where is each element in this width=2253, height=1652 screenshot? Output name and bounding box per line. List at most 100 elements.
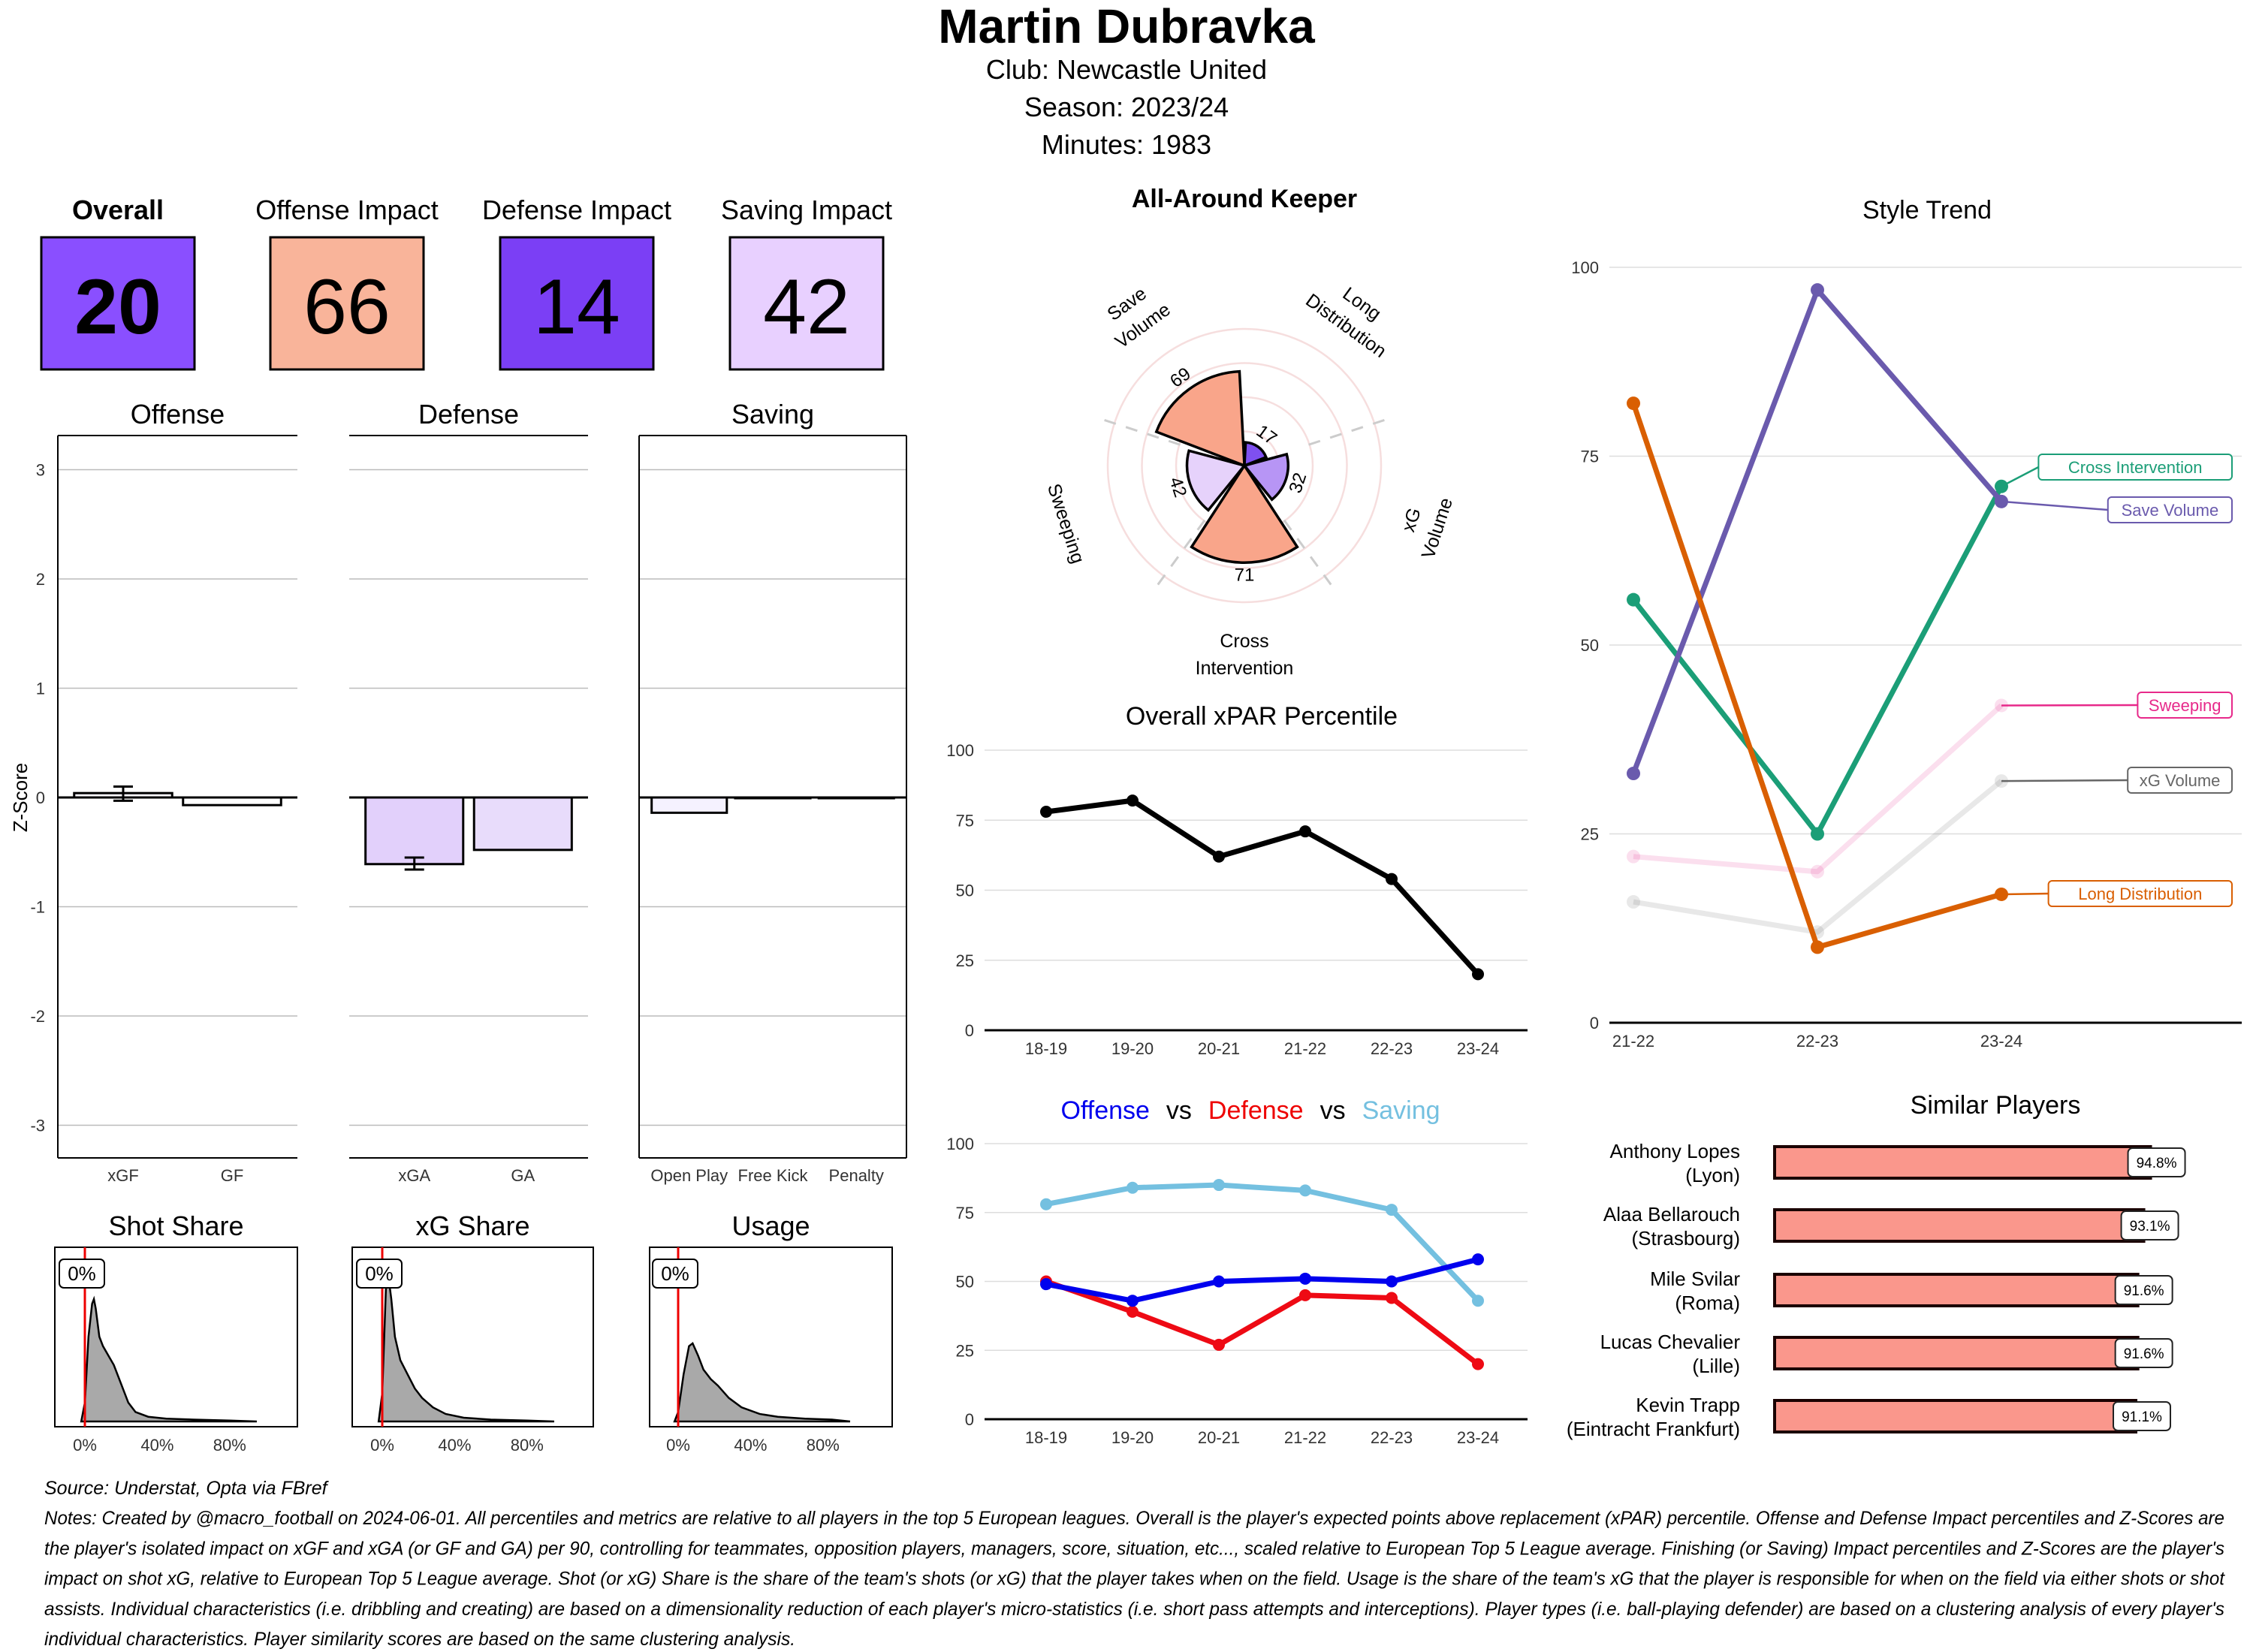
season-line: Season: 2023/24 <box>1024 92 1229 122</box>
zscore-bar-free-kick <box>734 796 812 800</box>
radar-category-label: LongDistribution <box>1301 268 1406 362</box>
card-value: 14 <box>533 264 620 351</box>
y-tick-label: 100 <box>946 1135 974 1153</box>
x-tick-label: 23-24 <box>1980 1032 2022 1051</box>
density-area <box>673 1341 851 1423</box>
x-tick-label: 21-22 <box>1612 1032 1654 1051</box>
similar-player-club: (Lille) <box>1692 1355 1740 1377</box>
notes-line: individual characteristics. Player simil… <box>44 1629 795 1650</box>
x-tick-label: GF <box>221 1166 244 1185</box>
chart-title: Overall xPAR Percentile <box>1126 702 1398 731</box>
y-tick-label: 2 <box>36 570 45 589</box>
x-tick-label: 80% <box>511 1436 544 1455</box>
data-point <box>1627 396 1640 411</box>
x-tick-label: 22-23 <box>1796 1032 1838 1051</box>
x-tick-label: 21-22 <box>1284 1428 1326 1447</box>
data-point <box>1126 1305 1139 1318</box>
series-label-box <box>2127 767 2233 794</box>
series-label-box <box>2037 454 2233 481</box>
similarity-value: 91.6% <box>2124 1346 2164 1362</box>
data-point <box>1213 1275 1225 1288</box>
series-label: Sweeping <box>2149 696 2221 715</box>
series-label: Cross Intervention <box>2068 458 2203 477</box>
x-tick-label: 18-19 <box>1025 1428 1067 1447</box>
x-tick-label: 19-20 <box>1111 1428 1154 1447</box>
y-tick-label: 25 <box>956 1341 974 1360</box>
card-value: 42 <box>763 264 850 351</box>
player-value-badge <box>59 1259 105 1289</box>
similar-player-club: (Lyon) <box>1685 1164 1740 1186</box>
data-point <box>1299 825 1311 838</box>
data-point <box>1386 1292 1398 1304</box>
similarity-badge <box>2113 1401 2172 1431</box>
series-line-offense <box>1045 1256 1479 1304</box>
series-label: xG Volume <box>2140 771 2221 790</box>
similarity-value: 91.6% <box>2124 1283 2164 1299</box>
x-tick-label: 20-21 <box>1198 1039 1240 1058</box>
page-title: Martin Dubravka <box>938 0 1315 53</box>
similar-player-club: (Eintracht Frankfurt) <box>1567 1418 1740 1440</box>
card-box <box>499 236 655 371</box>
zscore-bar-ga <box>472 796 573 852</box>
y-tick-label: 75 <box>956 811 974 830</box>
x-tick-label: 19-20 <box>1111 1039 1154 1058</box>
series-line-defense <box>1045 1279 1480 1367</box>
series-line-xg-volume <box>1633 779 2004 935</box>
x-tick-label: 40% <box>140 1436 173 1455</box>
share-density-charts: Shot Share 0% 0% 40% 80% xG Share 0% 0% 40% 80% Us… <box>54 1210 893 1455</box>
notes: Notes: Created by @macro_football on 202… <box>44 1508 2225 1650</box>
card-label: Defense Impact <box>482 194 671 225</box>
x-tick-label: 0% <box>73 1436 97 1455</box>
y-tick-label: 3 <box>36 461 45 480</box>
data-point <box>1213 850 1225 863</box>
radar-category-label-line: Volume <box>1418 495 1457 561</box>
similarity-bar <box>1773 1336 2140 1370</box>
series-line-xpar <box>1045 797 1480 976</box>
x-tick-label: xGA <box>398 1166 430 1185</box>
player-value-badge <box>652 1259 698 1289</box>
player-value-label: 0% <box>365 1262 394 1285</box>
card-label: Saving Impact <box>721 194 892 225</box>
chart-title-part: vs <box>1166 1096 1192 1125</box>
xpar-percentile-chart: Overall xPAR Percentile 0 25 50 75 100 18-19 19… <box>946 702 1528 1058</box>
x-tick-label: 21-22 <box>1284 1039 1326 1058</box>
data-point <box>1299 1272 1311 1285</box>
data-point <box>1386 1204 1398 1216</box>
x-tick-label: 22-23 <box>1371 1039 1413 1058</box>
radar-value-label: 71 <box>1235 565 1255 586</box>
data-point <box>1126 1295 1139 1307</box>
data-point <box>1126 1181 1139 1194</box>
y-tick-label: -1 <box>30 898 45 917</box>
density-area <box>80 1295 257 1423</box>
zscore-bar-penalty <box>817 796 895 800</box>
data-point <box>1213 1179 1225 1192</box>
radar-category-label: Cross Intervention <box>1196 631 1294 679</box>
card-label: Overall <box>72 194 164 225</box>
series-label-box <box>2137 692 2233 719</box>
y-tick-label: 0 <box>965 1021 974 1040</box>
card-value: 20 <box>74 264 161 351</box>
similarity-bar <box>1773 1273 2140 1307</box>
radar-ring <box>1141 362 1348 569</box>
similarity-badge <box>2120 1210 2179 1241</box>
x-tick-label: 80% <box>213 1436 246 1455</box>
minutes-line: Minutes: 1983 <box>1042 129 1211 160</box>
player-value-badge <box>356 1259 403 1289</box>
x-tick-label: Open Play <box>650 1166 728 1185</box>
radar-sector <box>1241 452 1289 502</box>
panel-title: Defense <box>418 399 519 430</box>
series-label-leader <box>2001 500 2108 511</box>
density-title: Shot Share <box>108 1210 243 1241</box>
similar-player-club: (Roma) <box>1675 1292 1740 1314</box>
y-tick-label: 1 <box>36 680 45 698</box>
similar-players-chart: Similar Players Anthony Lopes(Lyon) 94.8% A… <box>1567 1091 2186 1440</box>
density-title: Usage <box>731 1210 810 1241</box>
card-label: Offense Impact <box>255 194 438 225</box>
radar-sector <box>1190 463 1299 564</box>
data-point <box>1811 827 1824 841</box>
series-label-leader <box>2001 466 2039 487</box>
chart-title: Style Trend <box>1862 196 1992 225</box>
x-tick-label: 80% <box>807 1436 840 1455</box>
card-box <box>269 236 425 371</box>
radar-sector <box>1243 441 1268 468</box>
